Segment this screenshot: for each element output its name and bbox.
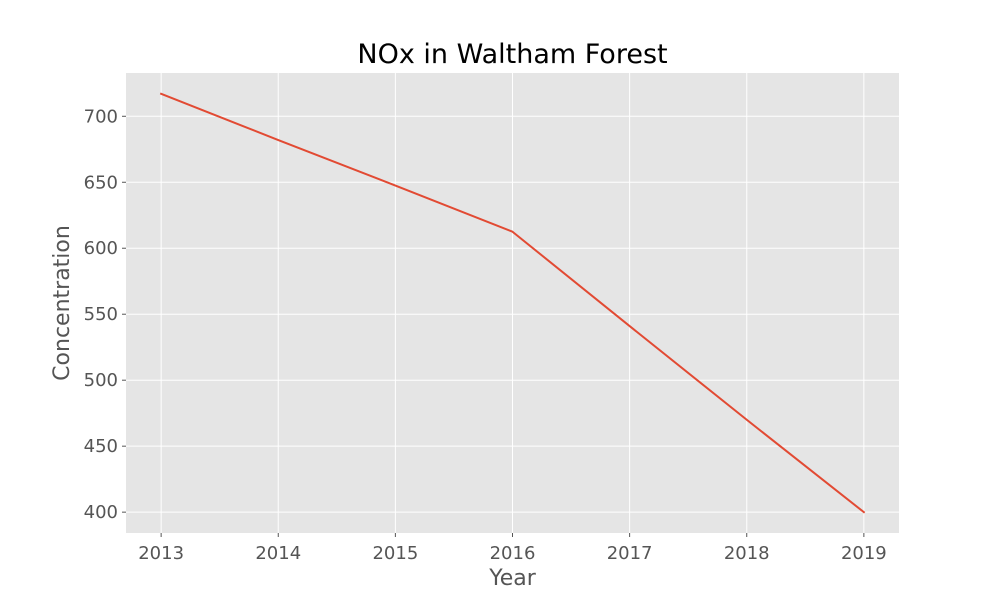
x-tick-label: 2016 [490, 543, 536, 564]
y-tick-label: 650 [84, 172, 118, 193]
y-axis-label: Concentration [50, 225, 75, 381]
x-tick-label: 2015 [372, 543, 418, 564]
x-tick-label: 2019 [841, 543, 887, 564]
y-tick-label: 600 [84, 238, 118, 259]
y-tick-label: 700 [84, 106, 118, 127]
x-tick-label: 2018 [724, 543, 770, 564]
chart-title: NOx in Waltham Forest [357, 39, 667, 70]
series-layer [159, 92, 866, 514]
series-line [159, 92, 866, 514]
y-tick-label: 400 [84, 502, 118, 523]
y-tick-label: 550 [84, 304, 118, 325]
y-tick-label: 450 [84, 436, 118, 457]
x-tick-label: 2017 [607, 543, 653, 564]
x-tick-label: 2013 [138, 543, 184, 564]
x-axis-ticks: 2013 2014 2015 2016 2017 2018 2019 [138, 533, 887, 564]
y-axis-ticks: 400 450 500 550 600 650 700 [84, 106, 126, 523]
x-tick-label: 2014 [255, 543, 301, 564]
y-tick-label: 500 [84, 370, 118, 391]
grid-lines [126, 73, 899, 533]
x-axis-label: Year [488, 566, 537, 591]
